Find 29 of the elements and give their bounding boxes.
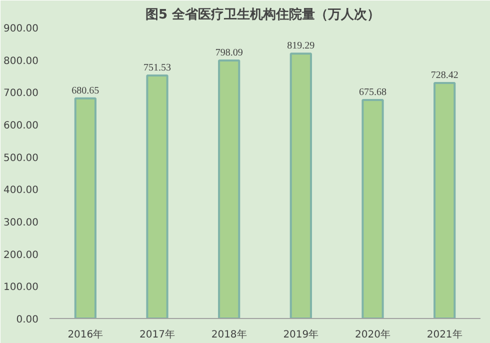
- x-tick-label: 2017年: [140, 328, 175, 340]
- bar: [434, 82, 456, 318]
- y-tick-label: 600.00: [4, 120, 39, 132]
- data-label: 751.53: [144, 62, 171, 74]
- chart-title: 图5 全省医疗卫生机构住院量（万人次）: [145, 6, 380, 22]
- bar: [218, 59, 240, 318]
- y-tick-label: 400.00: [4, 185, 39, 196]
- x-tick-label: 2018年: [211, 328, 247, 340]
- y-tick-label: 100.00: [4, 282, 39, 294]
- y-tick-label: 900.00: [4, 24, 39, 34]
- data-label: 728.42: [430, 70, 458, 81]
- x-tick-label: 2020年: [355, 328, 390, 340]
- y-tick-label: 0.00: [16, 314, 38, 326]
- y-tick-label: 700.00: [4, 88, 39, 100]
- data-label: 819.29: [287, 40, 315, 52]
- bar: [146, 74, 168, 318]
- x-tick-label: 2019年: [283, 328, 319, 340]
- y-tick-label: 300.00: [4, 218, 39, 228]
- y-tick-label: 800.00: [4, 56, 39, 67]
- bar: [290, 52, 312, 318]
- x-tick-label: 2016年: [68, 328, 104, 340]
- y-tick-label: 500.00: [4, 152, 39, 164]
- data-label: 798.09: [215, 47, 243, 58]
- x-tick-label: 2021年: [426, 328, 462, 340]
- y-tick-label: 200.00: [4, 250, 39, 261]
- bar: [362, 99, 384, 318]
- data-label: 675.68: [359, 87, 386, 98]
- bar: [74, 97, 96, 318]
- data-label: 680.65: [72, 85, 100, 96]
